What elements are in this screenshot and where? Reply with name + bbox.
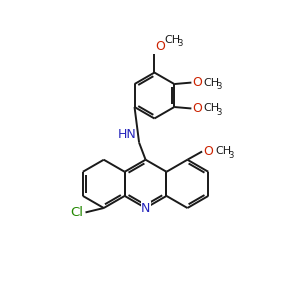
Text: CH: CH <box>215 146 232 157</box>
Text: 3: 3 <box>216 108 222 117</box>
Text: HN: HN <box>118 128 137 141</box>
Text: O: O <box>155 40 165 53</box>
Text: 3: 3 <box>216 82 222 91</box>
Text: CH: CH <box>204 78 220 88</box>
Text: O: O <box>192 102 202 115</box>
Text: O: O <box>192 76 202 89</box>
Text: Cl: Cl <box>70 206 83 219</box>
Text: 3: 3 <box>228 151 233 160</box>
Text: N: N <box>141 202 151 214</box>
Text: CH: CH <box>165 35 181 45</box>
Text: O: O <box>203 145 213 158</box>
Text: CH: CH <box>204 103 220 113</box>
Text: 3: 3 <box>177 40 183 49</box>
